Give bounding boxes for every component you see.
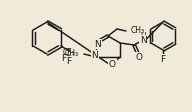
Text: F: F [161, 55, 166, 64]
Text: CH₃: CH₃ [131, 26, 145, 34]
Text: O: O [109, 59, 116, 69]
Text: CH₃: CH₃ [65, 49, 79, 58]
Text: N: N [94, 40, 101, 48]
Text: F: F [66, 56, 71, 66]
Text: N: N [92, 51, 98, 60]
Text: F: F [61, 54, 66, 62]
Text: H: H [141, 32, 146, 41]
Text: O: O [136, 53, 143, 62]
Text: N: N [140, 36, 146, 45]
Text: CF₃: CF₃ [62, 47, 75, 56]
